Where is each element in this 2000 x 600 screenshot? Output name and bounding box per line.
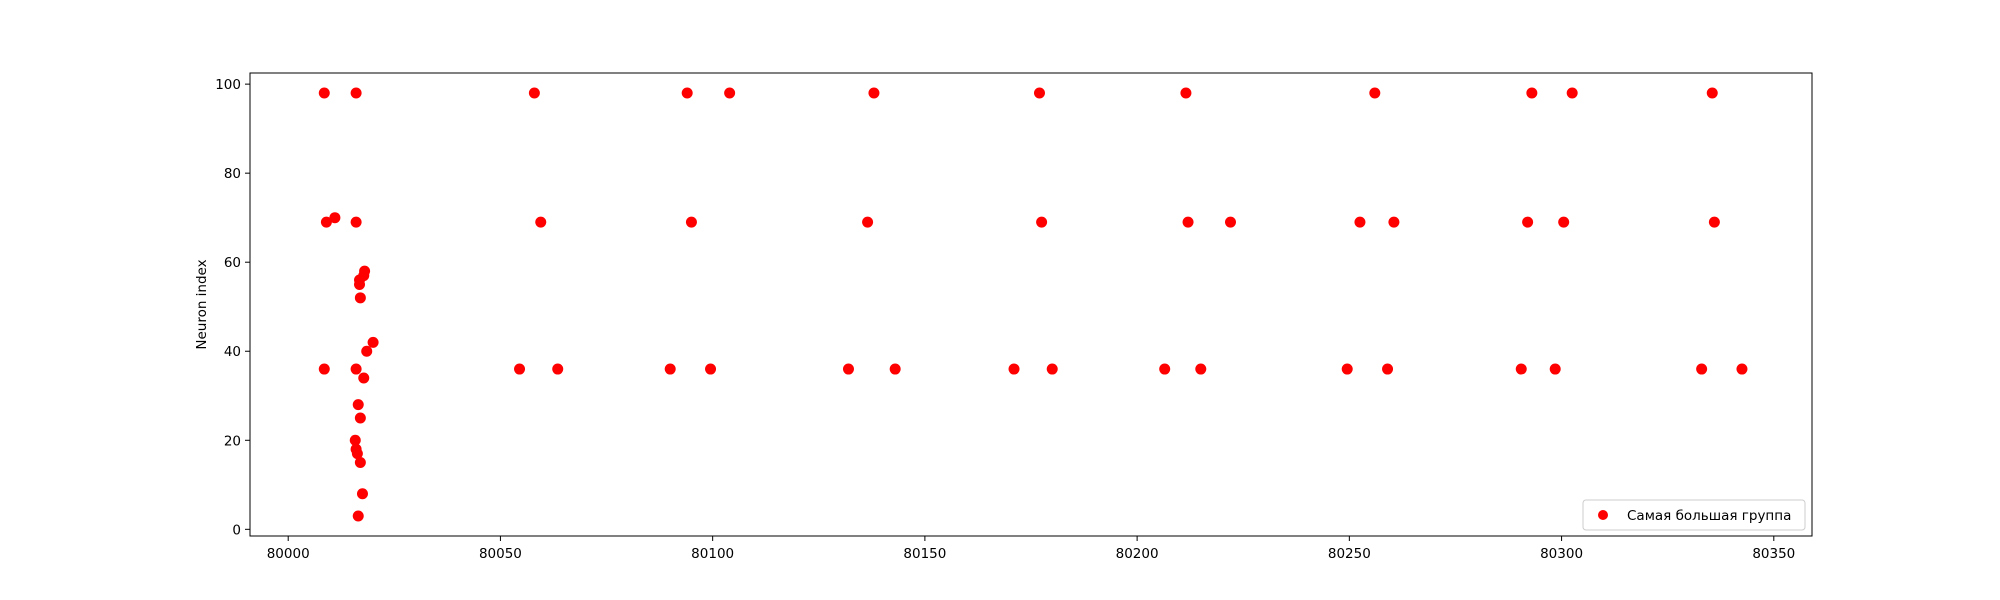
data-point [724, 87, 736, 99]
x-tick-label: 80150 [903, 546, 946, 562]
plot-frame [249, 72, 1813, 537]
data-point [514, 363, 526, 375]
data-point [352, 399, 364, 411]
y-tick-label: 0 [232, 522, 241, 538]
data-point [1696, 363, 1708, 375]
data-point [318, 363, 330, 375]
data-point [354, 278, 366, 290]
y-axis-label: Neuron index [194, 259, 210, 349]
data-point [664, 363, 676, 375]
x-tick-label: 80200 [1116, 546, 1159, 562]
data-point [1369, 87, 1381, 99]
data-point [361, 345, 373, 357]
data-point [1388, 216, 1400, 228]
data-point [354, 292, 366, 304]
data-point [1558, 216, 1570, 228]
data-point [552, 363, 564, 375]
data-point [681, 87, 693, 99]
y-tick-label: 80 [224, 166, 241, 182]
data-point [320, 216, 332, 228]
data-point [862, 216, 874, 228]
data-point [1354, 216, 1366, 228]
legend: Самая большая группа [1582, 499, 1806, 531]
plot-points [318, 87, 1748, 522]
data-point [528, 87, 540, 99]
data-point [1341, 363, 1353, 375]
data-point [350, 87, 362, 99]
data-point [350, 216, 362, 228]
data-point [354, 412, 366, 424]
data-point [889, 363, 901, 375]
data-point [1736, 363, 1748, 375]
data-point [685, 216, 697, 228]
data-point [868, 87, 880, 99]
x-axis: 80000 80050 80100 80150 80200 80250 80300 80350 [267, 536, 1795, 562]
y-tick-label: 60 [224, 255, 241, 271]
x-tick-label: 80250 [1328, 546, 1371, 562]
data-point [1159, 363, 1171, 375]
data-point [1382, 363, 1394, 375]
x-tick-label: 80050 [479, 546, 522, 562]
legend-label: Самая большая группа [1627, 508, 1791, 524]
data-point [1522, 216, 1534, 228]
data-point [842, 363, 854, 375]
data-point [352, 510, 364, 522]
data-point [1224, 216, 1236, 228]
data-point [1566, 87, 1578, 99]
data-point [1515, 363, 1527, 375]
data-point [1195, 363, 1207, 375]
data-point [1046, 363, 1058, 375]
x-tick-label: 80350 [1752, 546, 1795, 562]
y-tick-label: 20 [224, 433, 241, 449]
data-point [1036, 216, 1048, 228]
y-axis: 0 20 40 60 80 100 [215, 77, 250, 538]
y-tick-label: 100 [215, 77, 241, 93]
x-tick-label: 80300 [1540, 546, 1583, 562]
data-point [705, 363, 717, 375]
data-point [349, 434, 361, 446]
data-point [329, 212, 341, 224]
y-tick-label: 40 [224, 344, 241, 360]
x-tick-label: 80000 [267, 546, 310, 562]
legend-marker [1598, 510, 1608, 520]
data-point [1008, 363, 1020, 375]
data-point [318, 87, 330, 99]
x-tick-label: 80100 [691, 546, 734, 562]
data-point [1549, 363, 1561, 375]
data-point [367, 336, 379, 348]
data-point [350, 363, 362, 375]
data-point [358, 372, 370, 384]
data-point [351, 448, 363, 460]
data-point [354, 457, 366, 469]
data-point [1526, 87, 1538, 99]
data-point [1033, 87, 1045, 99]
data-point [356, 488, 368, 500]
data-point [1706, 87, 1718, 99]
data-point [1180, 87, 1192, 99]
legend-box [1582, 499, 1806, 531]
data-point [535, 216, 547, 228]
data-point [1708, 216, 1720, 228]
data-point [1182, 216, 1194, 228]
